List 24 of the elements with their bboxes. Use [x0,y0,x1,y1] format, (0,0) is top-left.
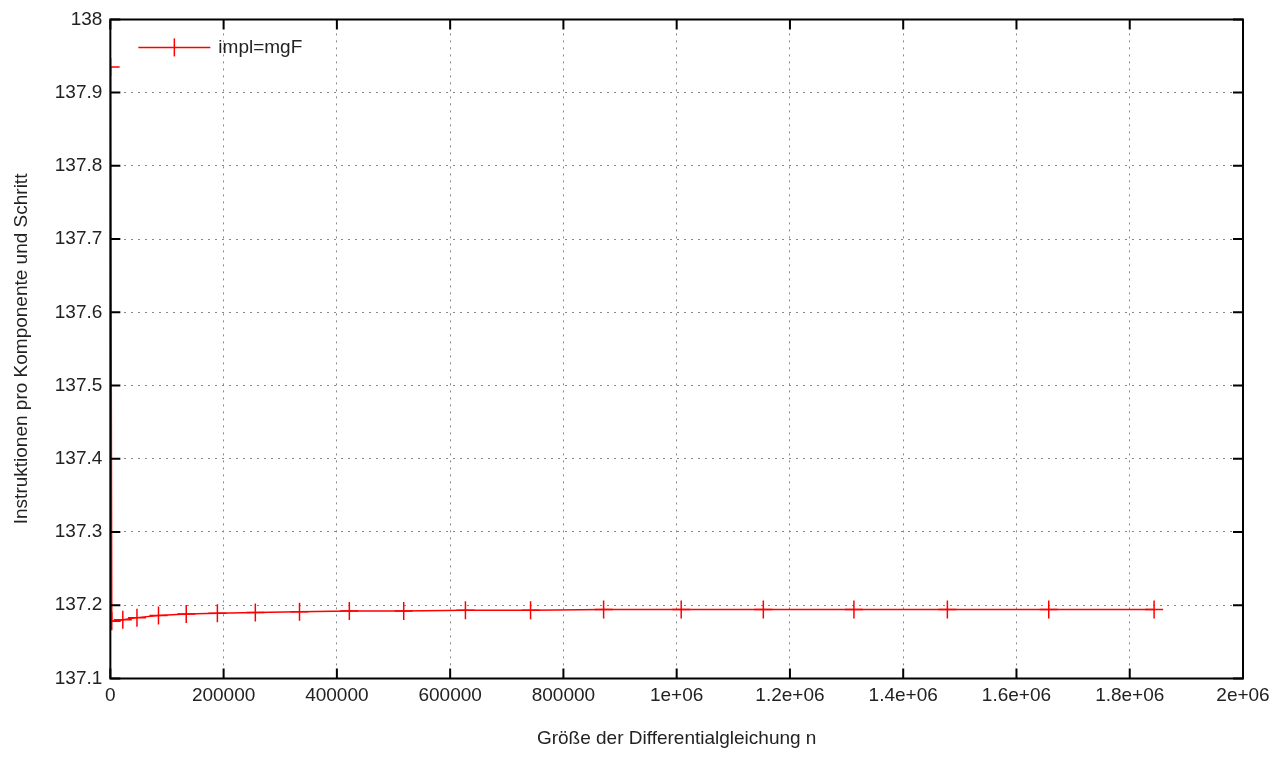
y-tick-label: 137.3 [54,520,103,542]
x-tick-label: 1.6e+06 [981,684,1052,706]
y-tick-label: 137.8 [54,154,103,176]
x-tick-label: 1.4e+06 [868,684,938,706]
x-axis-title: Größe der Differentialgleichung n [536,726,817,748]
y-tick-label: 137.6 [54,300,103,322]
x-tick-label: 2e+06 [1216,684,1270,706]
legend-label: impl=mgF [218,35,303,57]
x-tick-label: 400000 [305,684,369,706]
x-tick-label: 0 [105,684,116,706]
y-axis-title: Instruktionen pro Komponente und Schritt [9,172,31,525]
y-tick-label: 137.1 [54,666,103,688]
y-tick-label: 137.4 [54,446,103,468]
y-tick-label: 137.9 [54,80,103,102]
x-tick-label: 800000 [531,684,596,706]
x-tick-label: 200000 [191,684,256,706]
y-tick-label: 137.7 [54,227,103,249]
x-tick-label: 600000 [418,684,482,706]
y-tick-label: 137.2 [54,593,103,615]
y-tick-label: 138 [70,7,103,29]
y-tick-label: 137.5 [54,373,103,395]
x-tick-label: 1.2e+06 [755,684,825,706]
x-tick-label: 1.8e+06 [1095,684,1165,706]
x-tick-label: 1e+06 [649,684,704,706]
